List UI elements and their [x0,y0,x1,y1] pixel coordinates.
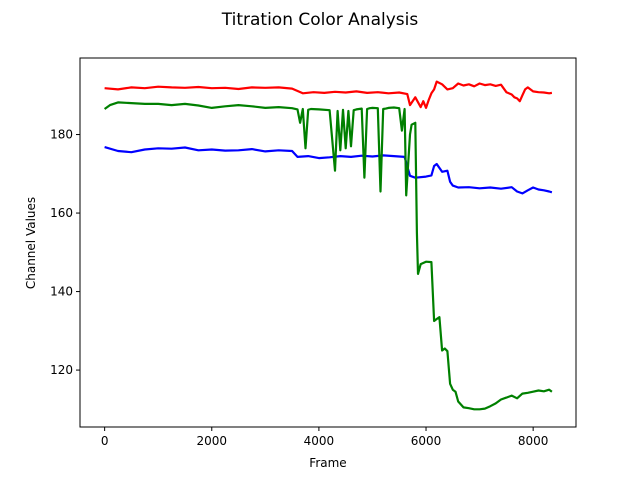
y-tick-label: 140 [50,285,73,299]
series-line-2 [103,101,553,411]
y-axis-label: Channel Values [24,197,38,289]
y-tick-label: 180 [50,128,73,142]
y-axis: 120 140 160 180 [50,128,80,377]
series-line-0 [104,80,553,110]
x-tick-label: 2000 [196,434,227,448]
axes-frame [79,57,577,428]
chart-title: Titration Color Analysis [221,10,419,30]
x-axis-label: Frame [309,456,346,470]
y-tick-label: 120 [50,363,73,377]
x-tick-label: 4000 [304,434,335,448]
x-tick-label: 0 [101,434,109,448]
y-tick-label: 160 [50,206,73,220]
plot-area [103,80,553,411]
series-line-1 [104,146,553,195]
x-axis: 0 2000 4000 6000 8000 [101,427,549,448]
x-tick-label: 8000 [518,434,549,448]
x-tick-label: 6000 [411,434,442,448]
